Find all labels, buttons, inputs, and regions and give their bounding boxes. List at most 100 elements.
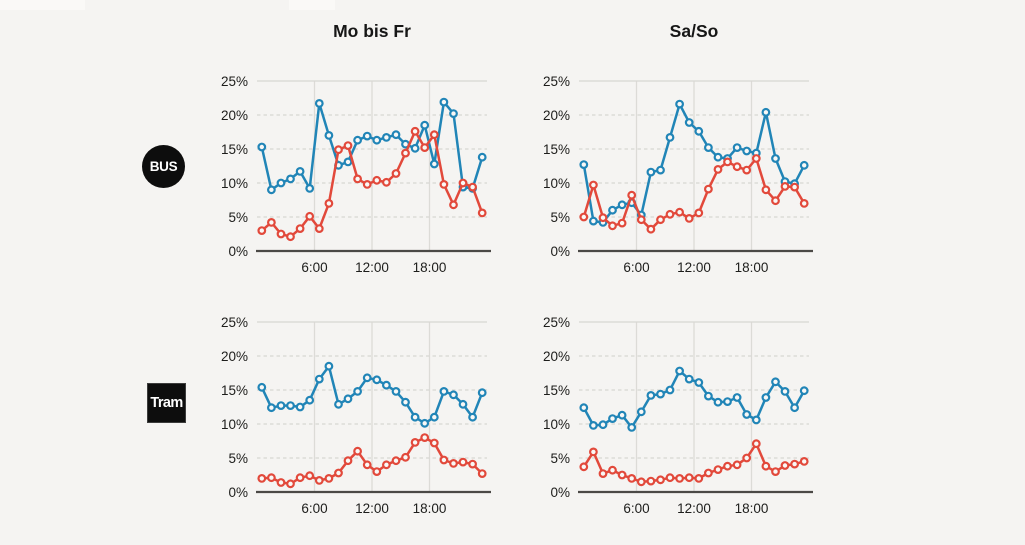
red-data-point	[410, 438, 420, 447]
y-axis-tick-label: 20%	[221, 349, 248, 364]
blue-data-point	[343, 157, 353, 167]
y-axis-tick-label: 15%	[221, 142, 248, 157]
tram-weekday-blue-series	[257, 361, 487, 428]
tram-badge: Tram	[147, 383, 186, 423]
red-data-point	[598, 469, 608, 479]
blue-data-point	[420, 418, 430, 428]
red-data-point	[468, 459, 478, 469]
red-data-point	[324, 474, 334, 483]
red-data-point	[420, 143, 430, 153]
blue-data-point	[617, 410, 627, 420]
red-data-point	[799, 457, 809, 466]
blue-data-point	[627, 423, 637, 432]
red-data-point	[286, 479, 295, 489]
red-data-point	[276, 478, 286, 487]
blue-data-point	[742, 410, 752, 419]
red-data-point	[751, 154, 761, 163]
red-data-point	[598, 213, 608, 223]
red-data-point	[723, 157, 732, 167]
bus-weekday-chart: 25% 20% 15% 10% 5% 0% 6:00 12:00 18:00	[221, 74, 491, 275]
y-axis-tick-label: 25%	[221, 74, 248, 89]
blue-data-point	[579, 160, 589, 170]
y-axis-tick-label: 25%	[543, 74, 570, 89]
red-data-point	[790, 182, 799, 192]
tram-weekend-chart: 25% 20% 15% 10% 5% 0% 6:00 12:00 18:00	[543, 315, 813, 516]
blue-data-point	[713, 152, 723, 162]
red-data-point	[694, 474, 704, 483]
blue-data-point	[665, 132, 675, 142]
red-data-point	[276, 229, 286, 239]
red-data-point	[656, 215, 665, 225]
tram-weekday-red-series	[257, 433, 487, 489]
red-data-point	[305, 471, 315, 481]
red-data-point	[751, 439, 761, 449]
red-data-point	[579, 462, 589, 472]
y-axis-tick-label: 20%	[543, 349, 570, 364]
blue-data-point	[684, 374, 694, 384]
red-data-point	[429, 130, 439, 140]
blue-data-point	[257, 382, 267, 392]
blue-data-point	[372, 375, 382, 385]
red-data-point	[334, 145, 343, 155]
blue-data-point	[732, 393, 742, 402]
red-data-point	[761, 461, 771, 471]
blue-data-point	[324, 361, 334, 371]
blue-data-point	[675, 366, 684, 376]
blue-data-point	[646, 391, 656, 400]
red-data-point	[401, 148, 410, 158]
tram-weekend-blue-series	[579, 366, 809, 432]
blue-data-point	[704, 143, 713, 153]
blue-data-point	[305, 395, 315, 405]
red-data-point	[665, 209, 675, 219]
red-data-point	[295, 224, 305, 234]
blue-data-point	[401, 397, 410, 407]
red-data-point	[684, 213, 694, 223]
blue-data-point	[276, 178, 286, 188]
blue-data-point	[276, 401, 286, 411]
red-data-point	[771, 467, 780, 477]
blue-data-point	[656, 165, 665, 175]
red-data-point	[713, 465, 723, 475]
red-data-point	[646, 476, 656, 486]
red-data-point	[477, 469, 487, 479]
red-data-point	[439, 179, 449, 189]
red-data-point	[656, 475, 665, 485]
red-data-point	[627, 190, 637, 200]
red-data-point	[257, 474, 267, 483]
blue-data-point	[771, 377, 780, 387]
blue-data-point	[799, 160, 809, 170]
blue-data-point	[713, 397, 723, 407]
x-axis-tick-label: 6:00	[301, 260, 327, 275]
tram-badge-label: Tram	[150, 395, 183, 411]
tram-weekday-chart: 25% 20% 15% 10% 5% 0% 6:00 12:00 18:00	[221, 315, 491, 516]
red-data-point	[458, 457, 468, 467]
blue-data-point	[439, 387, 449, 396]
red-data-point	[449, 200, 458, 210]
red-data-point	[589, 447, 598, 457]
red-data-point	[742, 453, 752, 463]
red-data-point	[675, 474, 684, 483]
y-axis-tick-label: 0%	[550, 485, 570, 500]
blue-data-point	[257, 142, 267, 152]
x-axis-tick-label: 6:00	[623, 501, 649, 516]
blue-data-point	[305, 183, 315, 193]
y-axis-tick-label: 25%	[543, 315, 570, 330]
red-data-point	[401, 452, 410, 462]
bus-badge: BUS	[142, 145, 185, 188]
red-data-point	[636, 215, 646, 225]
red-data-point	[704, 184, 713, 194]
blue-data-point	[468, 412, 478, 422]
blue-data-point	[324, 130, 334, 140]
y-axis-tick-label: 20%	[221, 108, 248, 123]
bus-badge-label: BUS	[149, 159, 178, 174]
blue-data-point	[267, 185, 276, 195]
blue-data-point	[771, 154, 780, 163]
blue-data-point	[314, 98, 324, 108]
x-axis-tick-label: 6:00	[301, 501, 327, 516]
y-axis-tick-label: 0%	[228, 244, 248, 259]
y-axis-tick-label: 10%	[543, 176, 570, 191]
blue-data-point	[761, 107, 771, 117]
blue-data-point	[429, 412, 439, 422]
blue-data-point	[665, 385, 675, 395]
column-title-weekday: Mo bis Fr	[333, 21, 411, 41]
